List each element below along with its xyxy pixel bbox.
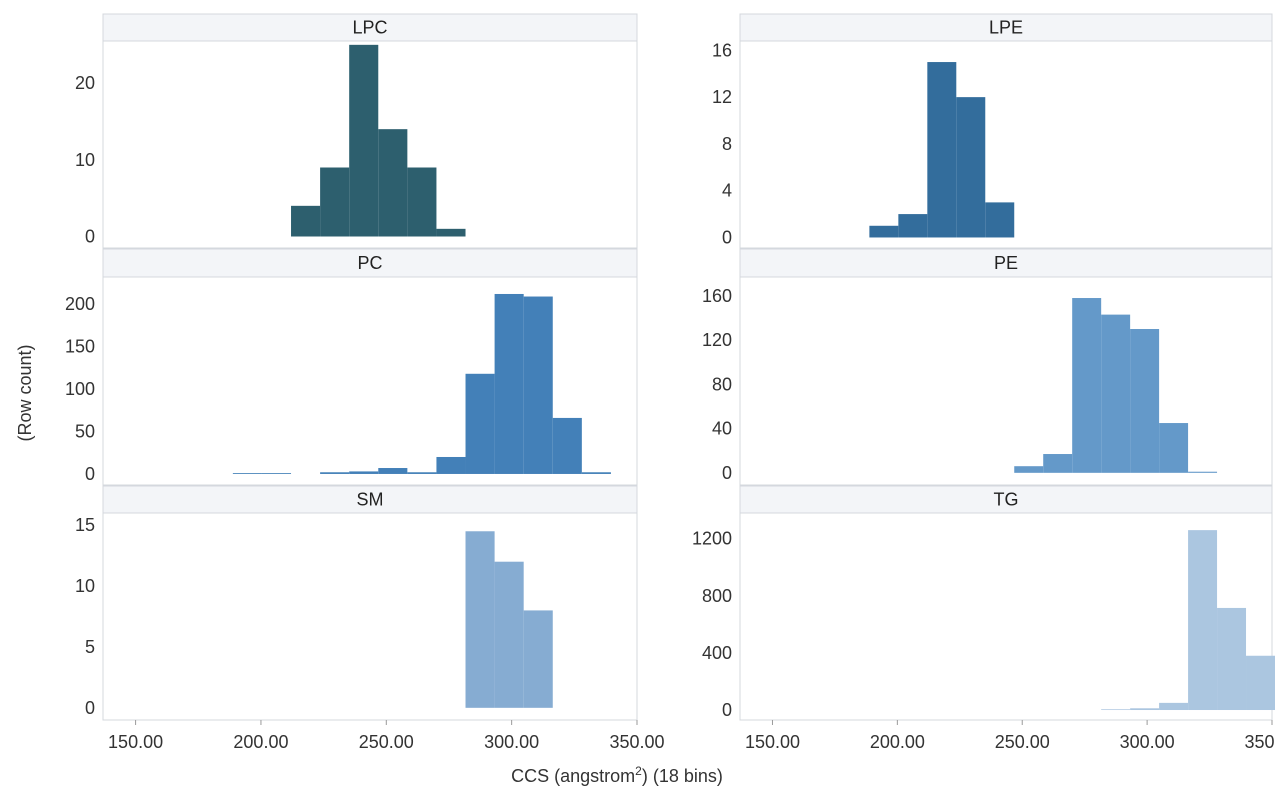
bar-pc-11 [581, 472, 611, 474]
ytick-tg-2: 800 [702, 586, 732, 606]
bar-tg-5 [1246, 655, 1275, 711]
bar-pc-0 [232, 473, 262, 474]
panel-pc-title: PC [357, 253, 382, 273]
bar-pc-3 [349, 471, 379, 474]
bar-pc-9 [523, 296, 553, 474]
ytick-pc-3: 150 [65, 337, 95, 357]
xtick-0-4: 350.00 [609, 732, 664, 752]
xtick-1-4: 350.00 [1244, 732, 1275, 752]
xtick-1-0: 150.00 [745, 732, 800, 752]
panel-lpc-header [102, 13, 638, 42]
panel-tg-frame [739, 485, 1273, 721]
bar-pc-4 [378, 468, 408, 474]
bar-sm-1 [494, 561, 524, 708]
xtick-1-3: 300.00 [1120, 732, 1175, 752]
panel-pc-header [102, 248, 638, 278]
bar-lpc-1 [320, 167, 350, 237]
bar-pc-1 [261, 473, 292, 474]
bar-lpe-2 [927, 62, 957, 238]
panel-tg-title: TG [994, 490, 1019, 510]
xtick-0-2: 250.00 [359, 732, 414, 752]
ytick-sm-0: 0 [85, 698, 95, 718]
panel-sm-header [102, 485, 638, 514]
bar-tg-2 [1159, 702, 1189, 711]
ytick-pe-1: 40 [712, 419, 732, 439]
ytick-pc-1: 50 [75, 422, 95, 442]
panel-lpe-title: LPE [989, 18, 1023, 38]
ytick-sm-1: 5 [85, 637, 95, 657]
panel-lpc-title: LPC [352, 18, 387, 38]
bar-pc-10 [552, 417, 582, 474]
xtick-0-3: 300.00 [484, 732, 539, 752]
panel-pe-title: PE [994, 253, 1018, 273]
ytick-tg-3: 1200 [692, 529, 732, 549]
ytick-sm-3: 15 [75, 515, 95, 535]
bar-lpe-3 [956, 97, 986, 238]
ytick-lpe-4: 16 [712, 40, 732, 60]
ytick-lpc-0: 0 [85, 227, 95, 247]
y-axis-title: (Row count) [15, 344, 35, 441]
bar-lpe-0 [869, 225, 899, 238]
bar-tg-3 [1188, 530, 1218, 711]
bar-lpe-4 [985, 202, 1015, 238]
bar-pc-8 [494, 293, 524, 474]
bar-tg-4 [1217, 607, 1247, 711]
ytick-sm-2: 10 [75, 576, 95, 596]
bar-pe-0 [1014, 466, 1044, 473]
ytick-pc-2: 100 [65, 379, 95, 399]
ytick-lpc-2: 20 [75, 73, 95, 93]
ytick-lpc-1: 10 [75, 150, 95, 170]
bar-pc-2 [320, 472, 350, 474]
ytick-pe-3: 120 [702, 330, 732, 350]
bar-pe-1 [1043, 454, 1073, 473]
ytick-pe-4: 160 [702, 286, 732, 306]
bar-tg-1 [1130, 708, 1160, 711]
bar-lpc-5 [436, 228, 466, 237]
x-axis-title-tail: ) (18 bins) [642, 766, 723, 786]
bar-lpc-4 [407, 167, 437, 237]
xtick-1-1: 200.00 [870, 732, 925, 752]
bar-pe-6 [1188, 471, 1218, 473]
bar-sm-0 [465, 531, 495, 708]
ytick-lpe-0: 0 [722, 227, 732, 247]
ytick-pc-0: 0 [85, 464, 95, 484]
ytick-pe-0: 0 [722, 463, 732, 483]
xtick-0-1: 200.00 [233, 732, 288, 752]
panel-tg-header [739, 485, 1273, 514]
bar-lpe-1 [898, 214, 928, 238]
xtick-0-0: 150.00 [108, 732, 163, 752]
panel-sm-frame [102, 485, 638, 721]
bar-pc-5 [407, 472, 437, 474]
ytick-pe-2: 80 [712, 374, 732, 394]
bar-sm-2 [523, 610, 553, 708]
bar-pc-6 [436, 456, 466, 474]
ytick-pc-4: 200 [65, 294, 95, 314]
bar-pc-7 [465, 373, 495, 474]
ytick-tg-1: 400 [702, 643, 732, 663]
bar-lpc-2 [349, 44, 379, 237]
bar-pe-3 [1101, 314, 1131, 473]
x-axis-title-superscript: 2 [635, 764, 642, 778]
bar-pe-4 [1130, 329, 1160, 473]
bar-pe-5 [1159, 423, 1189, 473]
x-axis-title-main: CCS (angstrom [511, 766, 635, 786]
panel-sm-title: SM [357, 490, 384, 510]
panel-lpe-header [739, 13, 1273, 42]
ytick-lpe-2: 8 [722, 134, 732, 154]
bar-lpc-0 [291, 205, 321, 237]
panel-pe-header [739, 248, 1273, 278]
bar-tg-0 [1101, 709, 1131, 711]
ytick-lpe-1: 4 [722, 181, 732, 201]
panel-pe-frame [739, 248, 1273, 486]
xtick-1-2: 250.00 [995, 732, 1050, 752]
bar-lpc-3 [378, 129, 408, 237]
bar-pe-2 [1072, 298, 1102, 473]
ytick-tg-0: 0 [722, 700, 732, 720]
x-axis-title: CCS (angstrom2) (18 bins) [511, 764, 723, 786]
ytick-lpe-3: 12 [712, 87, 732, 107]
